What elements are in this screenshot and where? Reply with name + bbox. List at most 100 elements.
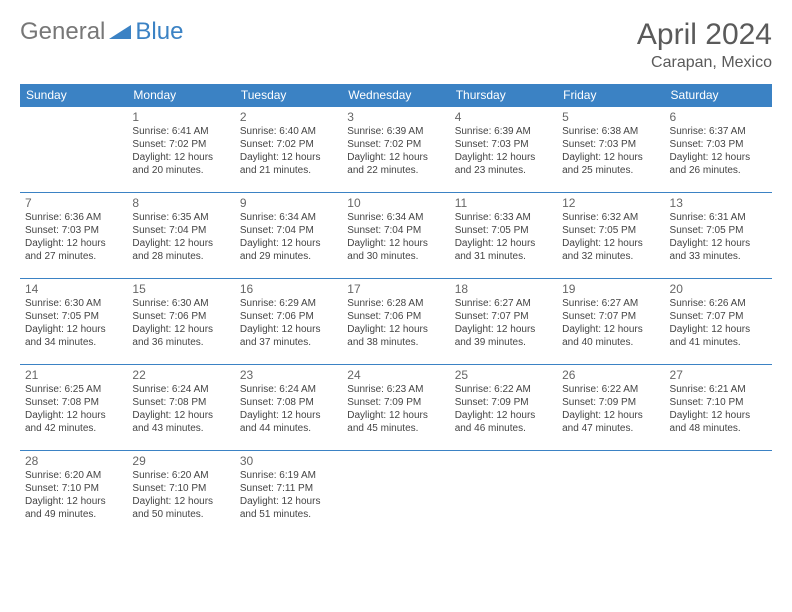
- daylight-text: Daylight: 12 hours and 30 minutes.: [347, 237, 444, 263]
- title-block: April 2024 Carapan, Mexico: [637, 18, 772, 72]
- day-info: Sunrise: 6:37 AMSunset: 7:03 PMDaylight:…: [670, 125, 767, 177]
- sunrise-text: Sunrise: 6:19 AM: [240, 469, 337, 482]
- daylight-text: Daylight: 12 hours and 37 minutes.: [240, 323, 337, 349]
- day-cell: 14Sunrise: 6:30 AMSunset: 7:05 PMDayligh…: [20, 279, 127, 365]
- sunset-text: Sunset: 7:07 PM: [562, 310, 659, 323]
- day-number: 9: [240, 196, 337, 210]
- daylight-text: Daylight: 12 hours and 22 minutes.: [347, 151, 444, 177]
- day-number: 22: [132, 368, 229, 382]
- day-cell: 7Sunrise: 6:36 AMSunset: 7:03 PMDaylight…: [20, 193, 127, 279]
- location-text: Carapan, Mexico: [637, 54, 772, 72]
- day-number: 2: [240, 110, 337, 124]
- day-cell: 19Sunrise: 6:27 AMSunset: 7:07 PMDayligh…: [557, 279, 664, 365]
- week-row: 1Sunrise: 6:41 AMSunset: 7:02 PMDaylight…: [20, 107, 772, 193]
- day-cell: [342, 451, 449, 537]
- sunrise-text: Sunrise: 6:30 AM: [25, 297, 122, 310]
- day-info: Sunrise: 6:30 AMSunset: 7:05 PMDaylight:…: [25, 297, 122, 349]
- day-cell: 9Sunrise: 6:34 AMSunset: 7:04 PMDaylight…: [235, 193, 342, 279]
- weekday-friday: Friday: [557, 84, 664, 107]
- day-number: 21: [25, 368, 122, 382]
- sunset-text: Sunset: 7:04 PM: [132, 224, 229, 237]
- daylight-text: Daylight: 12 hours and 50 minutes.: [132, 495, 229, 521]
- day-cell: 23Sunrise: 6:24 AMSunset: 7:08 PMDayligh…: [235, 365, 342, 451]
- sunset-text: Sunset: 7:10 PM: [132, 482, 229, 495]
- header: General Blue April 2024 Carapan, Mexico: [20, 18, 772, 72]
- sunset-text: Sunset: 7:11 PM: [240, 482, 337, 495]
- day-number: 4: [455, 110, 552, 124]
- day-cell: 24Sunrise: 6:23 AMSunset: 7:09 PMDayligh…: [342, 365, 449, 451]
- daylight-text: Daylight: 12 hours and 28 minutes.: [132, 237, 229, 263]
- day-number: 27: [670, 368, 767, 382]
- sunrise-text: Sunrise: 6:39 AM: [455, 125, 552, 138]
- daylight-text: Daylight: 12 hours and 40 minutes.: [562, 323, 659, 349]
- weekday-sunday: Sunday: [20, 84, 127, 107]
- day-info: Sunrise: 6:25 AMSunset: 7:08 PMDaylight:…: [25, 383, 122, 435]
- daylight-text: Daylight: 12 hours and 23 minutes.: [455, 151, 552, 177]
- day-number: 13: [670, 196, 767, 210]
- daylight-text: Daylight: 12 hours and 44 minutes.: [240, 409, 337, 435]
- sunset-text: Sunset: 7:06 PM: [347, 310, 444, 323]
- day-number: 1: [132, 110, 229, 124]
- day-number: 23: [240, 368, 337, 382]
- day-number: 28: [25, 454, 122, 468]
- sunset-text: Sunset: 7:04 PM: [347, 224, 444, 237]
- sunrise-text: Sunrise: 6:20 AM: [25, 469, 122, 482]
- sunset-text: Sunset: 7:09 PM: [562, 396, 659, 409]
- day-number: 18: [455, 282, 552, 296]
- day-number: 7: [25, 196, 122, 210]
- daylight-text: Daylight: 12 hours and 39 minutes.: [455, 323, 552, 349]
- day-cell: 22Sunrise: 6:24 AMSunset: 7:08 PMDayligh…: [127, 365, 234, 451]
- daylight-text: Daylight: 12 hours and 20 minutes.: [132, 151, 229, 177]
- day-info: Sunrise: 6:20 AMSunset: 7:10 PMDaylight:…: [132, 469, 229, 521]
- day-info: Sunrise: 6:22 AMSunset: 7:09 PMDaylight:…: [455, 383, 552, 435]
- sunset-text: Sunset: 7:02 PM: [240, 138, 337, 151]
- daylight-text: Daylight: 12 hours and 41 minutes.: [670, 323, 767, 349]
- sunset-text: Sunset: 7:10 PM: [670, 396, 767, 409]
- day-cell: 13Sunrise: 6:31 AMSunset: 7:05 PMDayligh…: [665, 193, 772, 279]
- day-info: Sunrise: 6:41 AMSunset: 7:02 PMDaylight:…: [132, 125, 229, 177]
- sunset-text: Sunset: 7:03 PM: [25, 224, 122, 237]
- weekday-header-row: Sunday Monday Tuesday Wednesday Thursday…: [20, 84, 772, 107]
- sunset-text: Sunset: 7:06 PM: [240, 310, 337, 323]
- day-cell: 15Sunrise: 6:30 AMSunset: 7:06 PMDayligh…: [127, 279, 234, 365]
- day-info: Sunrise: 6:24 AMSunset: 7:08 PMDaylight:…: [132, 383, 229, 435]
- day-info: Sunrise: 6:32 AMSunset: 7:05 PMDaylight:…: [562, 211, 659, 263]
- weekday-wednesday: Wednesday: [342, 84, 449, 107]
- day-info: Sunrise: 6:24 AMSunset: 7:08 PMDaylight:…: [240, 383, 337, 435]
- daylight-text: Daylight: 12 hours and 26 minutes.: [670, 151, 767, 177]
- day-cell: 26Sunrise: 6:22 AMSunset: 7:09 PMDayligh…: [557, 365, 664, 451]
- day-cell: 8Sunrise: 6:35 AMSunset: 7:04 PMDaylight…: [127, 193, 234, 279]
- day-cell: 20Sunrise: 6:26 AMSunset: 7:07 PMDayligh…: [665, 279, 772, 365]
- day-number: 19: [562, 282, 659, 296]
- day-cell: [665, 451, 772, 537]
- day-number: 25: [455, 368, 552, 382]
- sunset-text: Sunset: 7:10 PM: [25, 482, 122, 495]
- day-number: 6: [670, 110, 767, 124]
- logo-text-general: General: [20, 18, 105, 46]
- sunset-text: Sunset: 7:06 PM: [132, 310, 229, 323]
- sunrise-text: Sunrise: 6:38 AM: [562, 125, 659, 138]
- sunrise-text: Sunrise: 6:20 AM: [132, 469, 229, 482]
- day-cell: 4Sunrise: 6:39 AMSunset: 7:03 PMDaylight…: [450, 107, 557, 193]
- day-info: Sunrise: 6:22 AMSunset: 7:09 PMDaylight:…: [562, 383, 659, 435]
- sunset-text: Sunset: 7:07 PM: [670, 310, 767, 323]
- sunrise-text: Sunrise: 6:22 AM: [455, 383, 552, 396]
- daylight-text: Daylight: 12 hours and 21 minutes.: [240, 151, 337, 177]
- logo-text-blue: Blue: [135, 18, 183, 46]
- day-info: Sunrise: 6:36 AMSunset: 7:03 PMDaylight:…: [25, 211, 122, 263]
- daylight-text: Daylight: 12 hours and 51 minutes.: [240, 495, 337, 521]
- day-number: 10: [347, 196, 444, 210]
- sunrise-text: Sunrise: 6:21 AM: [670, 383, 767, 396]
- weekday-tuesday: Tuesday: [235, 84, 342, 107]
- sunrise-text: Sunrise: 6:24 AM: [132, 383, 229, 396]
- day-cell: 27Sunrise: 6:21 AMSunset: 7:10 PMDayligh…: [665, 365, 772, 451]
- day-info: Sunrise: 6:39 AMSunset: 7:02 PMDaylight:…: [347, 125, 444, 177]
- sunrise-text: Sunrise: 6:25 AM: [25, 383, 122, 396]
- day-number: 15: [132, 282, 229, 296]
- day-number: 11: [455, 196, 552, 210]
- sunset-text: Sunset: 7:05 PM: [455, 224, 552, 237]
- daylight-text: Daylight: 12 hours and 48 minutes.: [670, 409, 767, 435]
- sunrise-text: Sunrise: 6:26 AM: [670, 297, 767, 310]
- sunset-text: Sunset: 7:05 PM: [670, 224, 767, 237]
- sunrise-text: Sunrise: 6:23 AM: [347, 383, 444, 396]
